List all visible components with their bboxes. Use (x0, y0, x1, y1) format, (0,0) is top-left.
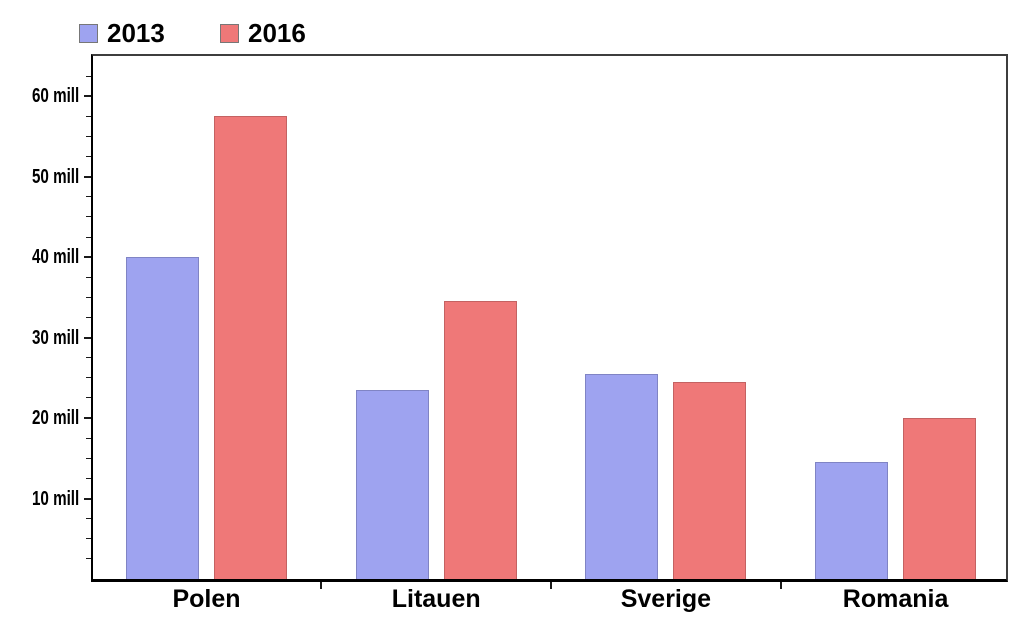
bar-2013-polen (126, 257, 199, 579)
y-axis-minor-tick (86, 276, 91, 278)
y-axis-major-tick (84, 95, 91, 98)
y-axis-minor-tick (86, 558, 91, 560)
legend-item-2016: 2016 (220, 18, 306, 49)
y-axis-minor-tick (86, 135, 91, 137)
y-axis-tick-label: 50 mill (31, 165, 79, 188)
y-axis-tick-label: 10 mill (31, 487, 79, 510)
category-label-litauen: Litauen (391, 585, 481, 613)
y-axis-minor-tick (86, 437, 91, 439)
bar-2016-romania (903, 418, 977, 579)
bar-2016-polen (214, 116, 287, 579)
y-axis-minor-tick (86, 236, 91, 238)
category-label-sverige: Sverige (620, 585, 712, 613)
bar-2016-sverige (673, 381, 747, 579)
x-axis-tick (779, 582, 782, 589)
y-axis-tick-label: 30 mill (31, 326, 79, 349)
y-axis-tick-label: 40 mill (31, 246, 79, 269)
x-axis-tick (320, 582, 323, 589)
bar-2013-litauen (355, 389, 429, 579)
y-axis-minor-tick (86, 457, 91, 459)
legend-swatch (220, 24, 239, 43)
legend-label: 2013 (107, 18, 165, 48)
bar-2016-litauen (443, 301, 517, 579)
y-axis-minor-tick (86, 518, 91, 520)
x-axis-tick (550, 582, 553, 589)
y-axis-minor-tick (86, 357, 91, 359)
category-label-polen: Polen (172, 585, 241, 613)
y-axis-minor-tick (86, 377, 91, 379)
y-axis-major-tick (84, 175, 91, 178)
legend-swatch (79, 24, 98, 43)
y-axis-minor-tick (86, 477, 91, 479)
legend-label: 2016 (248, 18, 306, 48)
x-axis-labels: Polen Litauen Sverige Romania (0, 585, 1024, 625)
y-axis-major-tick (84, 497, 91, 500)
bar-2013-romania (815, 462, 889, 579)
y-axis-minor-tick (86, 196, 91, 198)
y-axis-minor-tick (86, 538, 91, 540)
y-axis-minor-tick (86, 75, 91, 77)
y-axis-major-tick (84, 417, 91, 420)
y-axis-major-tick (84, 256, 91, 259)
y-axis-minor-tick (86, 115, 91, 117)
y-axis-tick-label: 60 mill (31, 85, 79, 108)
y-axis-minor-tick (86, 216, 91, 218)
chart-legend: 2013 2016 (0, 0, 1024, 50)
legend-item-2013: 2013 (79, 18, 165, 49)
bar-2013-sverige (585, 373, 659, 579)
y-axis-minor-tick (86, 156, 91, 158)
y-axis-major-tick (84, 336, 91, 339)
y-axis-minor-tick (86, 397, 91, 399)
y-axis-minor-tick (86, 317, 91, 318)
plot-area: 10 mill 20 mill 30 mill 40 mill 50 mill 60 mi… (32, 54, 1008, 589)
y-axis-minor-tick (86, 296, 91, 298)
y-axis-tick-label: 20 mill (31, 407, 79, 430)
category-label-romania: Romania (842, 585, 949, 613)
